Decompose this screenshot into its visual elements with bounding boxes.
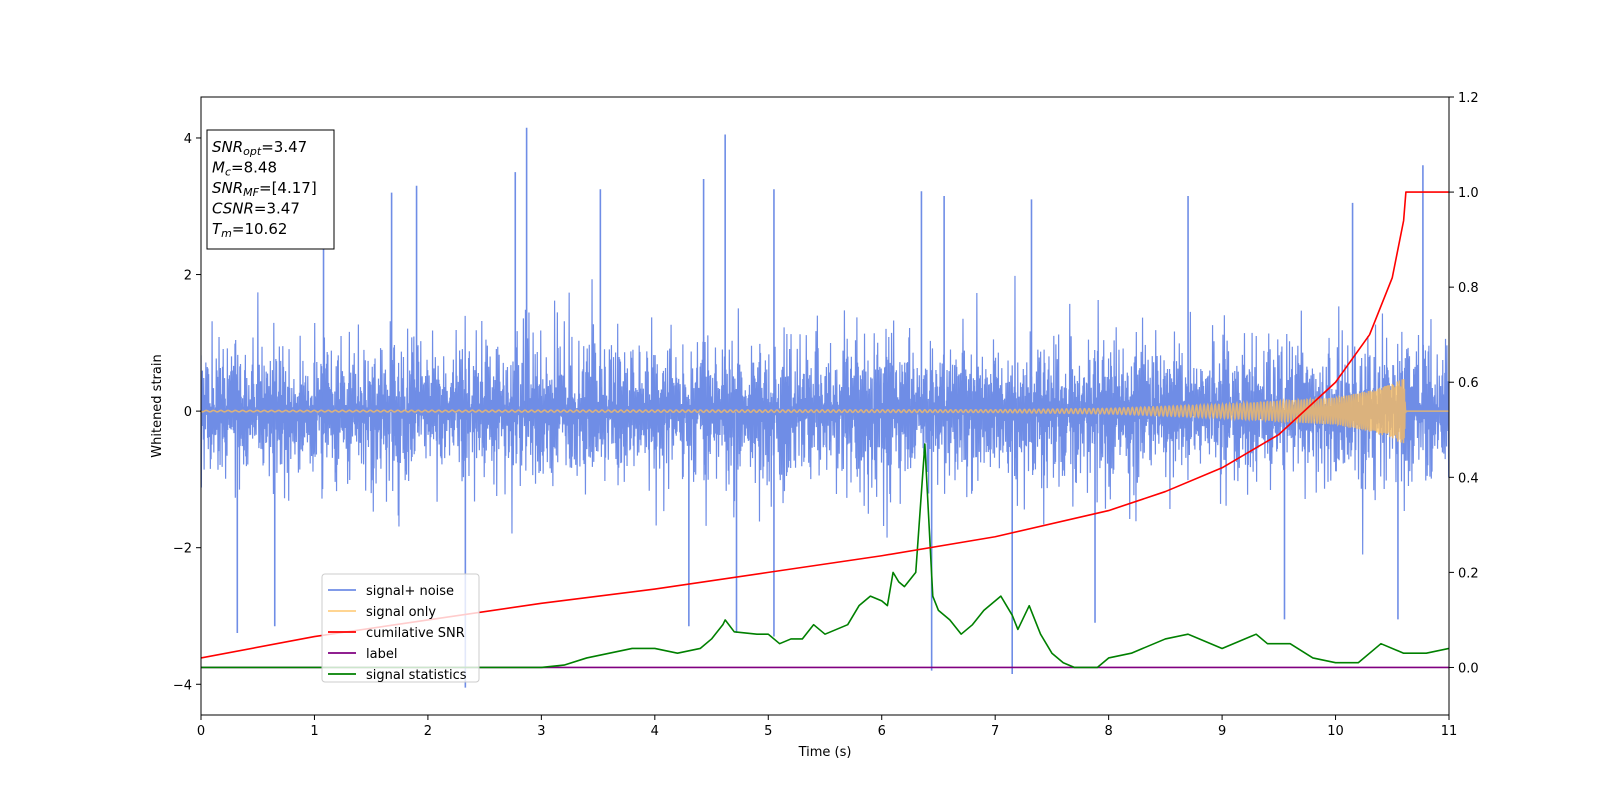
- y-axis-right: 0.0 0.2 0.4 0.6 0.8 1.0 1.2: [1449, 91, 1479, 676]
- stats-box: SNRopt=3.47Mc=8.48SNRMF=[4.17]CSNR=3.47T…: [206, 129, 335, 250]
- stats-box-frame: [206, 129, 335, 250]
- stat-symbol: SNR: [212, 138, 243, 156]
- series-cumulative-snr: [201, 191, 1449, 659]
- x-tick-label: 8: [1104, 724, 1112, 739]
- y2-tick-label: 0.0: [1458, 661, 1479, 676]
- stat-subscript: MF: [243, 186, 259, 199]
- cumulative-snr-line: [201, 191, 1449, 659]
- series-signal-only: [201, 379, 1449, 444]
- stat-value: =8.48: [231, 159, 277, 177]
- stat-line: SNRopt=3.47: [212, 138, 307, 158]
- y-tick-label: −2: [173, 542, 192, 557]
- x-tick-label: 4: [651, 724, 659, 739]
- stat-subscript: opt: [243, 145, 262, 158]
- series-signal-statistics: [201, 443, 1449, 669]
- legend-frame: [321, 573, 480, 683]
- y-tick-label: 0: [184, 405, 192, 420]
- stat-symbol: CSNR: [212, 200, 254, 218]
- y2-tick-label: 0.8: [1458, 281, 1479, 296]
- y-axis-left: −4 −2 0 2 4: [173, 132, 201, 693]
- legend-label: signal statistics: [366, 668, 467, 683]
- y-tick-label: 4: [184, 132, 192, 147]
- x-tick-label: 5: [764, 724, 772, 739]
- x-tick-label: 2: [424, 724, 432, 739]
- y2-tick-label: 1.2: [1458, 91, 1479, 106]
- x-tick-label: 11: [1441, 724, 1458, 739]
- stat-value: =3.47: [254, 200, 300, 218]
- signal-only-line: [201, 379, 1449, 444]
- stat-value: =10.62: [232, 220, 288, 238]
- x-tick-label: 6: [878, 724, 886, 739]
- stat-symbol: SNR: [212, 179, 243, 197]
- y-tick-label: −4: [173, 678, 192, 693]
- x-tick-label: 3: [537, 724, 545, 739]
- x-tick-label: 9: [1218, 724, 1226, 739]
- series-signal-noise: [201, 127, 1449, 688]
- stat-value: =[4.17]: [259, 179, 317, 197]
- legend-label: cumilative SNR: [366, 626, 465, 641]
- stat-symbol: M: [212, 159, 225, 177]
- legend: signal+ noise signal only cumilative SNR la…: [321, 573, 480, 683]
- y-axis-title: Whitened strain: [150, 354, 165, 457]
- legend-label: signal+ noise: [366, 584, 454, 599]
- plot-frame: [200, 96, 1450, 716]
- stat-line: SNRMF=[4.17]: [212, 179, 317, 199]
- y2-tick-label: 0.6: [1458, 376, 1479, 391]
- stat-line: Mc=8.48: [212, 159, 277, 179]
- x-axis: 0 1 2 3 4 5 6 7 8 9 10 11: [197, 715, 1457, 739]
- signal-statistics-line: [201, 443, 1449, 669]
- x-tick-label: 10: [1327, 724, 1344, 739]
- x-tick-label: 7: [991, 724, 999, 739]
- y2-tick-label: 0.2: [1458, 566, 1479, 581]
- plot-area: [201, 127, 1449, 688]
- y-tick-label: 2: [184, 269, 192, 284]
- legend-label: signal only: [366, 605, 436, 620]
- x-tick-label: 0: [197, 724, 205, 739]
- y2-tick-label: 1.0: [1458, 186, 1479, 201]
- stat-subscript: m: [221, 227, 232, 240]
- x-axis-title: Time (s): [798, 745, 852, 760]
- stat-subscript: c: [225, 166, 231, 179]
- stat-value: =3.47: [261, 138, 307, 156]
- stat-symbol: T: [212, 220, 223, 238]
- y2-tick-label: 0.4: [1458, 471, 1479, 486]
- stat-line: Tm=10.62: [212, 220, 287, 240]
- legend-label: label: [366, 647, 397, 662]
- stat-line: CSNR=3.47: [212, 200, 300, 218]
- x-tick-label: 1: [310, 724, 318, 739]
